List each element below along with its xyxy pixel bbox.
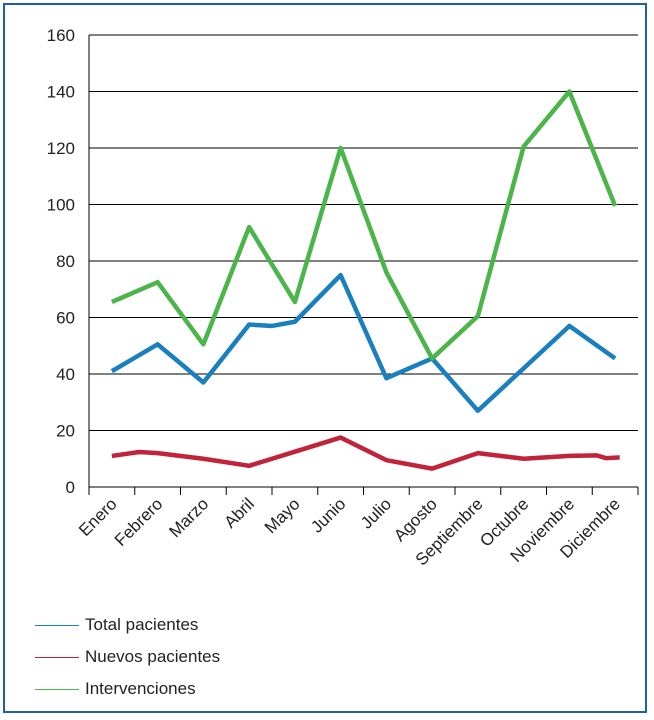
x-tick-label: Mayo <box>261 494 304 537</box>
x-tick-label: Febrero <box>111 494 167 550</box>
x-tick-label: Junio <box>307 494 349 536</box>
legend-swatch-intervenciones <box>35 688 79 690</box>
legend-item-intervenciones: Intervenciones <box>35 673 220 705</box>
legend-item-total: Total pacientes <box>35 609 220 641</box>
legend-item-nuevos: Nuevos pacientes <box>35 641 220 673</box>
series-line-1 <box>111 435 620 471</box>
x-tick-label: Julio <box>357 494 395 532</box>
chart-frame: 0 20 40 60 80 100 120 140 160 Enero Febrero Marzo Ab… <box>3 3 647 713</box>
legend-swatch-total <box>35 624 79 626</box>
legend-swatch-nuevos <box>35 656 79 658</box>
series-line-0 <box>110 272 617 413</box>
y-tick-label: 60 <box>56 309 75 328</box>
y-tick-label: 100 <box>47 196 75 215</box>
legend-label-intervenciones: Intervenciones <box>85 679 196 698</box>
series-line-2 <box>110 89 618 361</box>
y-tick-label: 40 <box>56 365 75 384</box>
legend: Total pacientes Nuevos pacientes Interve… <box>35 609 220 705</box>
y-tick-label: 0 <box>66 478 75 497</box>
y-tick-label: 20 <box>56 422 75 441</box>
legend-label-nuevos: Nuevos pacientes <box>85 647 221 666</box>
y-tick-label: 160 <box>47 26 75 45</box>
y-tick-label: 140 <box>47 83 75 102</box>
y-tick-label: 80 <box>56 252 75 271</box>
x-tick-label: Marzo <box>165 494 212 541</box>
y-tick-label: 120 <box>47 139 75 158</box>
x-tick-label: Abril <box>220 494 257 531</box>
legend-label-total: Total pacientes <box>85 615 199 634</box>
